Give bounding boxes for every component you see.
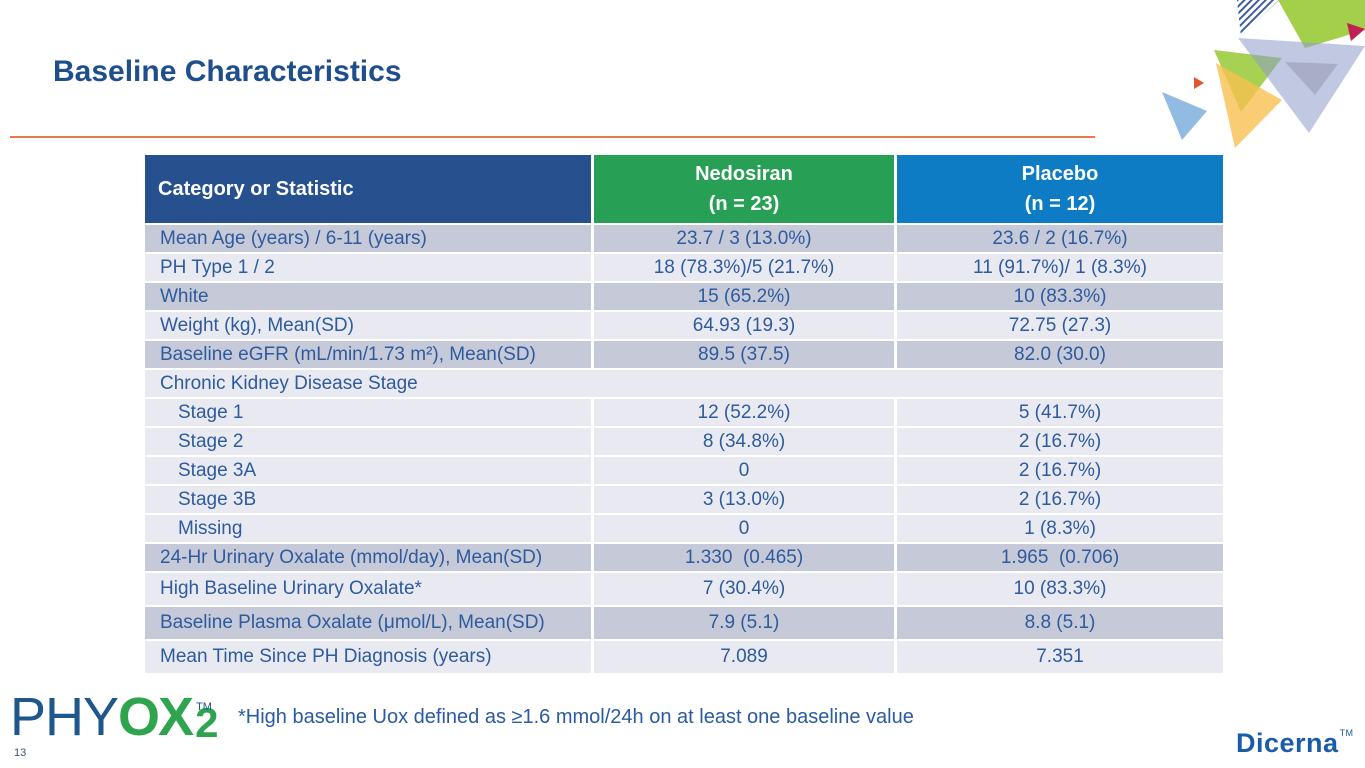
placebo-value: 11 (91.7%)/ 1 (8.3%) — [897, 252, 1223, 281]
nedosiran-value: 7.089 — [594, 639, 897, 673]
row-label: Stage 1 — [145, 397, 594, 426]
row-label: Stage 3B — [145, 484, 594, 513]
table-row: White 15 (65.2%) 10 (83.3%) — [145, 281, 1223, 310]
baseline-characteristics-table: Category or Statistic Nedosiran (n = 23)… — [145, 155, 1223, 673]
nedosiran-value: 3 (13.0%) — [594, 484, 897, 513]
column-header-nedosiran: Nedosiran (n = 23) — [594, 155, 897, 223]
small-orange-triangle — [1194, 77, 1204, 89]
table-row: Stage 3B 3 (13.0%) 2 (16.7%) — [145, 484, 1223, 513]
row-label: Chronic Kidney Disease Stage — [145, 368, 1223, 397]
table-row: PH Type 1 / 2 18 (78.3%)/5 (21.7%) 11 (91.… — [145, 252, 1223, 281]
crimson-triangle — [1347, 23, 1365, 41]
placebo-value: 7.351 — [897, 639, 1223, 673]
table-row: Chronic Kidney Disease Stage — [145, 368, 1223, 397]
nedosiran-value: 15 (65.2%) — [594, 281, 897, 310]
title-divider — [10, 136, 1095, 138]
dicerna-logo-text: Dicerna — [1236, 728, 1339, 758]
placebo-value: 23.6 / 2 (16.7%) — [897, 223, 1223, 252]
phyox2-logo: PHYOX TM 2 — [10, 686, 218, 748]
row-label: Stage 2 — [145, 426, 594, 455]
row-label: Mean Time Since PH Diagnosis (years) — [145, 639, 594, 673]
table-row: Baseline Plasma Oxalate (μmol/L), Mean(S… — [145, 605, 1223, 639]
placebo-value: 10 (83.3%) — [897, 571, 1223, 605]
placebo-value: 2 (16.7%) — [897, 484, 1223, 513]
table-row: Mean Time Since PH Diagnosis (years) 7.08… — [145, 639, 1223, 673]
nedosiran-value: 64.93 (19.3) — [594, 310, 897, 339]
nedosiran-value: 7 (30.4%) — [594, 571, 897, 605]
placebo-value: 8.8 (5.1) — [897, 605, 1223, 639]
placebo-header-name: Placebo — [1021, 163, 1099, 185]
placebo-value: 72.75 (27.3) — [897, 310, 1223, 339]
row-label: Baseline eGFR (mL/min/1.73 m²), Mean(SD) — [145, 339, 594, 368]
nedosiran-value: 0 — [594, 455, 897, 484]
placebo-value: 5 (41.7%) — [897, 397, 1223, 426]
dicerna-logo: DicernaTM — [1236, 728, 1354, 759]
steel-blue-triangle — [1162, 92, 1207, 140]
lavender-triangle — [1238, 38, 1365, 133]
table-header-row: Category or Statistic Nedosiran (n = 23)… — [145, 155, 1223, 223]
row-label: Stage 3A — [145, 455, 594, 484]
row-label: White — [145, 281, 594, 310]
dicerna-trademark: TM — [1339, 728, 1354, 738]
table-row: Weight (kg), Mean(SD) 64.93 (19.3) 72.75 (… — [145, 310, 1223, 339]
row-label: Missing — [145, 513, 594, 542]
placebo-header-n: (n = 12) — [1024, 193, 1096, 215]
page-title: Baseline Characteristics — [53, 55, 402, 88]
nedosiran-header-name: Nedosiran — [695, 163, 793, 185]
table-row: Mean Age (years) / 6-11 (years) 23.7 / 3 … — [145, 223, 1223, 252]
gray-overlap-triangle — [1285, 62, 1338, 95]
table-row: High Baseline Urinary Oxalate* 7 (30.4%) 1… — [145, 571, 1223, 605]
table-row: Stage 1 12 (52.2%) 5 (41.7%) — [145, 397, 1223, 426]
table-row: Stage 3A 0 2 (16.7%) — [145, 455, 1223, 484]
table-row: 24-Hr Urinary Oxalate (mmol/day), Mean(S… — [145, 542, 1223, 571]
nedosiran-value: 12 (52.2%) — [594, 397, 897, 426]
row-label: High Baseline Urinary Oxalate* — [145, 571, 594, 605]
slide-number: 13 — [14, 747, 27, 759]
footnote: *High baseline Uox defined as ≥1.6 mmol/… — [238, 706, 914, 728]
row-label: Baseline Plasma Oxalate (μmol/L), Mean(S… — [145, 605, 594, 639]
phyox-logo-ox: OX — [118, 687, 194, 747]
nedosiran-header-n: (n = 23) — [708, 193, 780, 215]
row-label: PH Type 1 / 2 — [145, 252, 594, 281]
row-label: Mean Age (years) / 6-11 (years) — [145, 223, 594, 252]
table-container: Category or Statistic Nedosiran (n = 23)… — [145, 155, 1223, 673]
row-label: 24-Hr Urinary Oxalate (mmol/day), Mean(S… — [145, 542, 594, 571]
green-triangle-top — [1278, 0, 1365, 48]
phyox-logo-phy: PHY — [10, 687, 119, 747]
nedosiran-value: 23.7 / 3 (13.0%) — [594, 223, 897, 252]
placebo-value: 1 (8.3%) — [897, 513, 1223, 542]
placebo-value: 1.965 (0.706) — [897, 542, 1223, 571]
nedosiran-value: 7.9 (5.1) — [594, 605, 897, 639]
placebo-value: 2 (16.7%) — [897, 426, 1223, 455]
placebo-value: 82.0 (30.0) — [897, 339, 1223, 368]
phyox-trademark: TM — [196, 701, 212, 713]
nedosiran-value: 89.5 (37.5) — [594, 339, 897, 368]
table-row: Missing 0 1 (8.3%) — [145, 513, 1223, 542]
row-label: Weight (kg), Mean(SD) — [145, 310, 594, 339]
nedosiran-value: 18 (78.3%)/5 (21.7%) — [594, 252, 897, 281]
decorative-triangles — [1162, 0, 1365, 148]
phyox-logo-2: 2 — [195, 699, 219, 746]
yellow-triangle — [1216, 63, 1282, 148]
table-row: Baseline eGFR (mL/min/1.73 m²), Mean(SD)… — [145, 339, 1223, 368]
column-header-placebo: Placebo (n = 12) — [897, 155, 1223, 223]
phyox-logo-2-wrap: TM 2 — [192, 699, 218, 747]
placebo-value: 10 (83.3%) — [897, 281, 1223, 310]
placebo-value: 2 (16.7%) — [897, 455, 1223, 484]
nedosiran-value: 1.330 (0.465) — [594, 542, 897, 571]
column-header-category: Category or Statistic — [145, 155, 594, 223]
nedosiran-value: 0 — [594, 513, 897, 542]
nedosiran-value: 8 (34.8%) — [594, 426, 897, 455]
hatched-triangle — [1237, 0, 1279, 37]
